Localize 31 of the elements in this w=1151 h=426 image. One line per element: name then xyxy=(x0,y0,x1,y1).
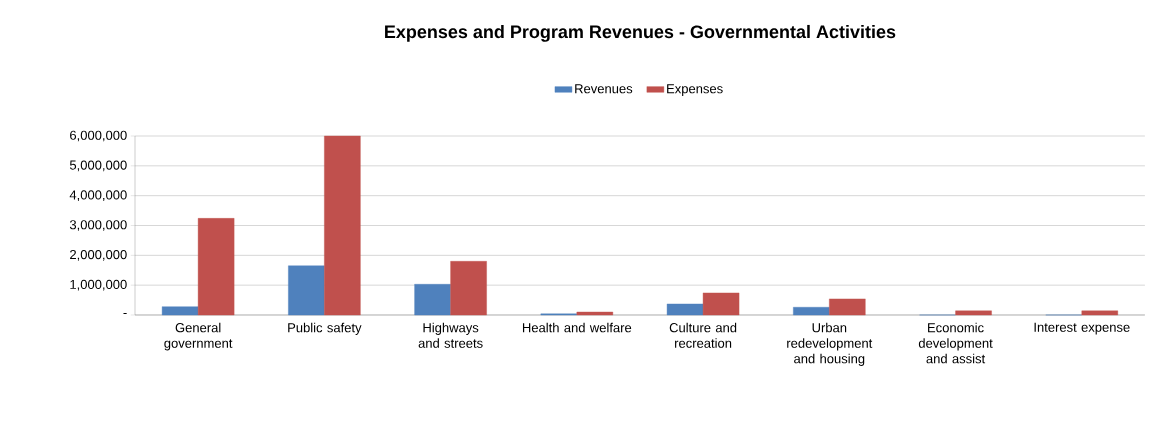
bar xyxy=(324,135,361,316)
x-tick-label: Highways and streets xyxy=(418,322,483,348)
bar xyxy=(161,306,199,316)
x-tick-label: Urban redevelopment and housing xyxy=(787,322,873,366)
bar xyxy=(1081,310,1118,316)
y-tick-label: 6,000,000 xyxy=(70,130,127,142)
x-tick-label: General government xyxy=(164,322,233,351)
x-tick-label: Economic development and assist xyxy=(918,322,993,364)
bar xyxy=(450,261,487,316)
y-tick-label: 4,000,000 xyxy=(69,190,127,202)
bar xyxy=(793,307,830,316)
bar xyxy=(288,265,325,316)
y-tick-label: 5,000,000 xyxy=(69,160,127,172)
bar xyxy=(702,292,740,316)
x-tick-label: Public safety xyxy=(288,322,362,335)
x-tick-label: Health and welfare xyxy=(522,322,632,333)
chart-title: Expenses and Program Revenues - Governmental Activities xyxy=(385,24,896,42)
legend-label: Expenses xyxy=(667,84,723,96)
y-tick-label: - xyxy=(123,313,127,315)
y-tick-label: 2,000,000 xyxy=(70,249,127,261)
legend-label: Revenues xyxy=(575,84,633,94)
bar xyxy=(197,218,235,316)
x-tick-label: Interest expense xyxy=(1034,322,1130,335)
bar xyxy=(666,303,704,316)
y-tick-label: 3,000,000 xyxy=(69,220,127,231)
bar xyxy=(829,298,866,316)
y-tick-label: 1,000,000 xyxy=(70,279,127,291)
bar xyxy=(955,310,992,316)
bar xyxy=(576,311,614,316)
x-tick-label: Culture and recreation xyxy=(669,322,737,348)
bar xyxy=(414,284,451,316)
